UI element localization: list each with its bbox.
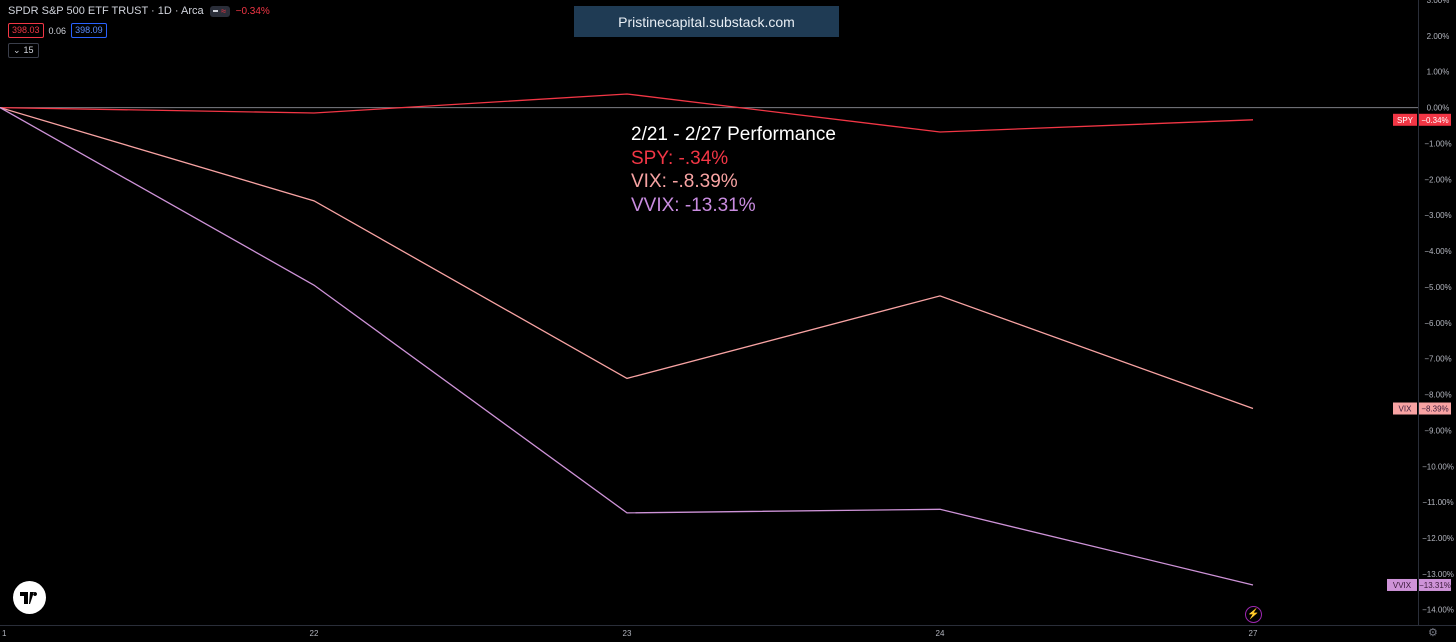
indicator-count: 15: [23, 45, 34, 55]
last-value-label: −13.31%: [1419, 581, 1451, 590]
ask-price[interactable]: 398.09: [71, 23, 107, 38]
series-line-vvix[interactable]: [0, 107, 1254, 586]
gear-icon[interactable]: ⚙: [1428, 627, 1438, 639]
last-value-tag-spy: SPY −0.34%: [1393, 113, 1451, 126]
y-tick-label: −10.00%: [1422, 462, 1454, 471]
x-tick-label: 22: [310, 629, 319, 638]
series-name-label: SPY: [1397, 116, 1414, 125]
performance-annotation: 2/21 - 2/27 Performance SPY: -.34% VIX: …: [631, 123, 836, 217]
y-tick-label: −13.00%: [1422, 570, 1454, 579]
y-tick-label: −4.00%: [1424, 247, 1451, 256]
symbol-header: SPDR S&P 500 ETF TRUST · 1D · Arca ≈ −0.…: [8, 5, 270, 17]
eye-toggle-icon[interactable]: ≈: [209, 5, 230, 17]
last-value-tag-vvix: VVIX −13.31%: [1387, 578, 1451, 591]
y-tick-label: −3.00%: [1424, 211, 1451, 220]
annotation-line-spy: SPY: -.34%: [631, 147, 729, 169]
annotation-title: 2/21 - 2/27 Performance: [631, 124, 836, 145]
series-line-spy[interactable]: [0, 93, 1254, 133]
annotation-line-vix: VIX: -.8.39%: [631, 171, 738, 192]
last-value-label: −8.39%: [1421, 405, 1448, 414]
y-tick-label: −6.00%: [1424, 319, 1451, 328]
series-name-tag: [1387, 578, 1417, 591]
y-tick-label: −11.00%: [1422, 498, 1453, 507]
x-tick-label: 24: [936, 629, 945, 638]
watermark-banner: Pristinecapital.substack.com: [574, 6, 839, 37]
y-tick-label: −7.00%: [1424, 355, 1451, 364]
symbol-title[interactable]: SPDR S&P 500 ETF TRUST · 1D · Arca: [8, 5, 204, 17]
y-tick-label: −2.00%: [1424, 175, 1451, 184]
quote-row: 398.03 0.06 398.09: [8, 23, 107, 38]
y-tick-label: −5.00%: [1424, 283, 1451, 292]
x-tick-label: 27: [1249, 629, 1258, 638]
series-name-tag: [1393, 402, 1417, 415]
y-tick-label: 3.00%: [1427, 0, 1450, 5]
last-value-box: [1419, 113, 1451, 126]
y-tick-label: 1.00%: [1427, 68, 1450, 77]
last-value-box: [1419, 402, 1451, 415]
annotation-line-vvix: VVIX: -13.31%: [631, 194, 756, 216]
x-tick-label: 23: [623, 629, 632, 638]
y-tick-label: 2.00%: [1427, 32, 1450, 41]
chevron-down-icon: ⌄: [13, 45, 21, 55]
y-tick-label: −8.00%: [1424, 391, 1451, 400]
y-tick-label: −9.00%: [1424, 426, 1451, 435]
tradingview-logo-icon[interactable]: [13, 581, 46, 614]
y-tick-label: −1.00%: [1424, 139, 1451, 148]
x-tick-label: 1: [2, 629, 7, 638]
series-line-vix[interactable]: [0, 106, 1254, 410]
series-name-label: VIX: [1399, 405, 1413, 414]
lightning-icon[interactable]: ⚡: [1245, 606, 1262, 623]
last-value-tag-vix: VIX −8.39%: [1393, 402, 1451, 415]
indicators-toggle[interactable]: ⌄ 15: [8, 43, 39, 58]
series-name-label: VVIX: [1393, 581, 1412, 590]
y-tick-label: −14.00%: [1422, 606, 1454, 615]
y-tick-label: −12.00%: [1422, 534, 1454, 543]
series-name-tag: [1393, 113, 1417, 126]
last-value-box: [1419, 578, 1451, 591]
y-tick-label: 0.00%: [1427, 104, 1450, 113]
change-value: −0.34%: [235, 5, 270, 17]
last-value-label: −0.34%: [1421, 116, 1448, 125]
bid-price[interactable]: 398.03: [8, 23, 44, 38]
spread-value: 0.06: [48, 25, 67, 36]
